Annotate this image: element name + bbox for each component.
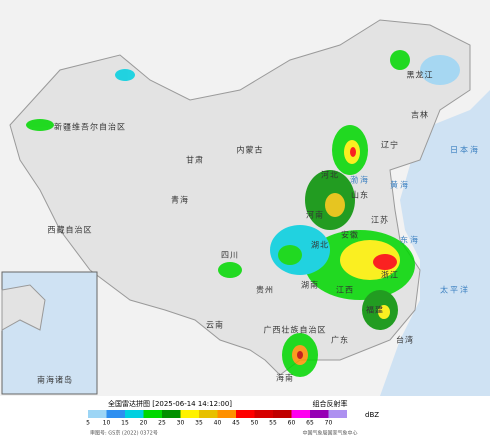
region-label: 甘肃 (186, 155, 204, 165)
legend-tick-label: 25 (158, 420, 166, 427)
region-label: 贵州 (256, 285, 274, 295)
legend-tick-label: 35 (195, 420, 203, 427)
sea-label: 东海 (400, 235, 420, 245)
legend-tick-label: 40 (214, 420, 222, 427)
legend-tick-label: 5 (86, 420, 90, 427)
radar-echoes (20, 50, 460, 377)
legend: 5 10 15 20 25 30 35 40 45 50 55 60 65 70 (86, 410, 347, 427)
legend-swatch (88, 410, 107, 418)
legend-tick-label: 55 (269, 420, 277, 427)
legend-swatch (217, 410, 236, 418)
legend-swatch (162, 410, 181, 418)
legend-tick-label: 15 (121, 420, 129, 427)
legend-tick-label: 30 (177, 420, 185, 427)
region-label: 江西 (336, 286, 354, 295)
sea-label: 黄海 (390, 180, 410, 190)
legend-swatch (310, 410, 329, 418)
region-label: 黑龙江 (407, 70, 434, 80)
legend-swatch (180, 410, 199, 418)
inset-land (1, 284, 46, 331)
region-label: 四川 (221, 251, 239, 260)
region-label: 浙江 (381, 270, 399, 280)
sea-area (380, 90, 490, 396)
legend-swatch (291, 410, 310, 418)
region-label: 云南 (206, 320, 224, 330)
region-label: 安徽 (341, 230, 359, 240)
region-label: 青海 (171, 195, 189, 205)
legend-tick-label: 10 (103, 420, 111, 427)
region-label: 西藏自治区 (48, 225, 93, 235)
legend-tick-label: 70 (325, 420, 333, 427)
region-label: 广东 (331, 335, 349, 345)
region-label: 山东 (351, 190, 369, 200)
region-label: 吉林 (411, 110, 429, 120)
region-label: 湖北 (311, 241, 329, 250)
region-label: 内蒙古 (237, 145, 264, 155)
legend-tick-label: 50 (251, 420, 259, 427)
legend-swatch (106, 410, 125, 418)
region-label: 福建 (366, 305, 384, 315)
legend-swatch (254, 410, 273, 418)
region-label: 河北 (321, 170, 339, 180)
legend-tick-label: 20 (140, 420, 148, 427)
sea-label: 日本海 (450, 145, 480, 155)
region-label: 广西壮族自治区 (264, 325, 327, 335)
region-label: 新疆维吾尔自治区 (54, 122, 126, 132)
sea-label: 太平洋 (440, 285, 470, 295)
legend-tick-label: 45 (232, 420, 240, 427)
legend-tick-label: 60 (288, 420, 296, 427)
legend-unit: dBZ (365, 411, 379, 419)
region-label: 河南 (306, 210, 324, 220)
legend-tick-label: 65 (306, 420, 314, 427)
legend-swatch (199, 410, 218, 418)
legend-swatch (143, 410, 162, 418)
product-name: 组合反射率 (313, 399, 348, 408)
region-label: 辽宁 (381, 140, 399, 150)
legend-swatch (328, 410, 347, 418)
region-label: 湖南 (301, 280, 319, 290)
approval-number: 审图号: GS京 (2022) 0372号 (90, 430, 158, 437)
map-title: 全国雷达拼图 [2025-06-14 14:12:00] (108, 399, 232, 408)
legend-swatch (125, 410, 144, 418)
legend-swatch (273, 410, 292, 418)
sea-label: 渤海 (350, 175, 370, 185)
source: 中国气象局国家气象中心 (302, 430, 357, 437)
region-label: 台湾 (396, 335, 414, 345)
legend-swatch (236, 410, 255, 418)
region-label: 海南 (276, 373, 294, 383)
inset-label: 南海诸岛 (37, 375, 73, 385)
region-label: 江苏 (371, 215, 389, 225)
